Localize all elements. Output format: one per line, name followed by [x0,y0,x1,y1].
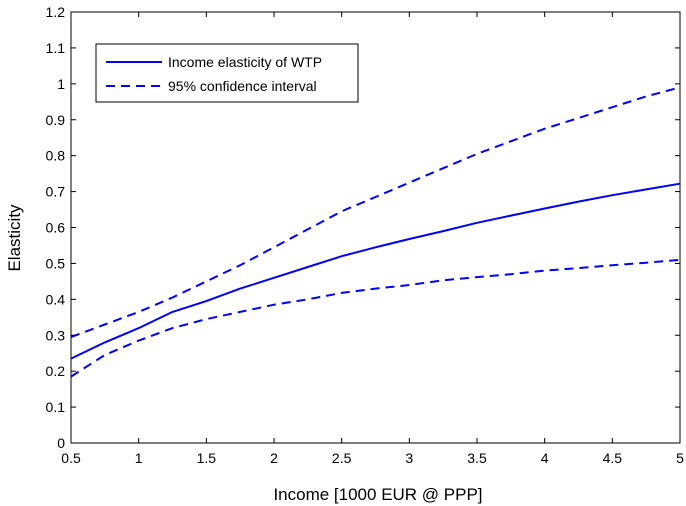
x-tick-label: 3.5 [467,450,487,466]
y-tick-label: 0.2 [46,363,66,379]
x-tick-label: 2.5 [332,450,352,466]
y-tick-label: 0.6 [46,220,66,236]
x-axis-label: Income [1000 EUR @ PPP] [273,485,482,504]
y-tick-label: 0.4 [46,291,66,307]
y-axis-label: Elasticity [5,204,24,272]
y-tick-label: 0.9 [46,112,66,128]
legend: Income elasticity of WTP 95% confidence … [95,43,359,103]
series-line-lower-ci [70,258,681,378]
y-tick-label: 0.1 [46,399,66,415]
y-tick-label: 0.7 [46,184,66,200]
x-tick-label: 0.5 [61,450,81,466]
x-tick-label: 5 [676,450,684,466]
x-tick-label: 4.5 [603,450,623,466]
y-tick-label: 0.8 [46,148,66,164]
x-tick-label: 4 [541,450,549,466]
legend-label-confidence: 95% confidence interval [168,78,317,94]
y-tick-label: 0 [57,435,65,451]
series-line-estimate [70,182,681,360]
legend-box [95,43,359,103]
y-tick-label: 0.3 [46,327,66,343]
y-tick-label: 0.5 [46,255,66,271]
x-tick-label: 1.5 [197,450,217,466]
legend-label-estimate: Income elasticity of WTP [168,54,322,70]
x-tick-label: 3 [405,450,413,466]
y-tick-label: 1.1 [46,40,66,56]
x-tick-label: 2 [270,450,278,466]
y-tick-label: 1.2 [46,4,66,20]
series-line-upper-ci [70,86,681,338]
x-tick-label: 1 [135,450,143,466]
y-tick-label: 1 [57,76,65,92]
